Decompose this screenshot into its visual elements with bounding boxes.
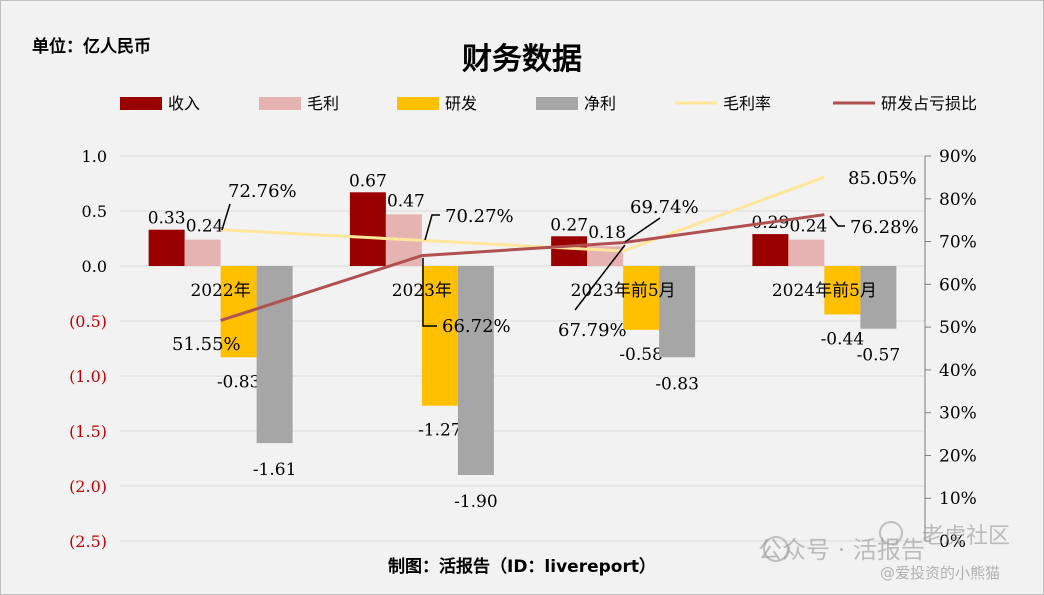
data-label: 0.18 — [588, 223, 626, 243]
line-gross-margin — [220, 175, 825, 253]
data-label: -1.90 — [454, 492, 498, 512]
data-label: 0.47 — [387, 191, 425, 211]
data-label: -1.27 — [418, 421, 462, 441]
legend-swatch — [536, 97, 578, 110]
right-tick-label: 60% — [939, 275, 977, 295]
bar-revenue — [551, 236, 588, 266]
bar-gross-profit — [788, 239, 825, 266]
data-label: 0.24 — [186, 217, 224, 237]
legend-label: 毛利率 — [723, 94, 771, 113]
line-data-label: 51.55% — [172, 334, 241, 355]
line-data-label: 76.28% — [850, 217, 919, 238]
data-label: -0.83 — [655, 374, 699, 394]
category-label: 2024年前5月 — [772, 281, 877, 301]
bar-gross-profit — [184, 239, 221, 266]
bar-net-profit — [860, 266, 897, 329]
right-tick-label: 30% — [939, 404, 977, 424]
line-data-label: 67.79% — [558, 320, 627, 341]
right-tick-label: 20% — [939, 446, 977, 466]
line-data-label: 85.05% — [848, 168, 917, 189]
unit-label: 单位：亿人民币 — [32, 37, 151, 57]
category-label: 2023年前5月 — [571, 281, 676, 301]
left-tick-label: (2.5) — [69, 532, 107, 551]
data-label: -0.57 — [857, 346, 901, 366]
line-data-label: 66.72% — [442, 316, 511, 337]
leader-line — [829, 215, 845, 227]
left-tick-label: (1.0) — [69, 367, 107, 386]
chart-title: 财务数据 — [462, 42, 582, 77]
left-tick-label: (0.5) — [69, 312, 107, 331]
data-label: 0.24 — [789, 217, 827, 237]
bar-rd — [824, 266, 861, 315]
data-label: -1.61 — [253, 460, 297, 480]
tiger-icon — [879, 521, 903, 545]
left-tick-label: 0.5 — [82, 202, 107, 221]
legend-label: 收入 — [168, 94, 200, 113]
right-tick-label: 70% — [939, 233, 977, 253]
leader-line — [424, 214, 440, 241]
right-tick-label: 80% — [939, 190, 977, 210]
left-tick-label: (1.5) — [69, 422, 107, 441]
watermark-side: 老虎社区 — [922, 524, 1011, 549]
line-rd-loss-ratio — [220, 213, 825, 322]
right-tick-label: 50% — [939, 318, 977, 338]
wechat-icon — [763, 536, 789, 562]
legend-swatch — [397, 97, 439, 110]
leader-line — [574, 244, 626, 311]
legend-label: 研发 — [445, 94, 477, 113]
right-tick-label: 0% — [939, 532, 966, 552]
bar-net-profit — [659, 266, 696, 358]
legend-label: 研发占亏损比 — [881, 94, 977, 113]
data-label: -0.44 — [821, 329, 865, 349]
leader-line — [624, 217, 661, 243]
data-label: 0.33 — [148, 209, 186, 229]
leader-line — [422, 258, 437, 327]
bar-revenue — [752, 234, 789, 266]
data-label: -0.58 — [619, 345, 663, 365]
bar-revenue — [148, 229, 185, 266]
line-data-label: 72.76% — [228, 181, 297, 202]
category-label: 2022年 — [190, 281, 250, 301]
category-label: 2023年 — [392, 281, 452, 301]
bar-rd — [421, 266, 458, 406]
data-label: 0.27 — [550, 215, 588, 235]
watermark-sub: @爱投资的小熊猫 — [880, 564, 1001, 582]
data-label: 0.67 — [349, 171, 387, 191]
bar-revenue — [349, 192, 386, 266]
right-tick-label: 40% — [939, 361, 977, 381]
right-tick-label: 90% — [939, 147, 977, 167]
line-data-label: 69.74% — [630, 197, 699, 218]
leader-line — [221, 203, 231, 231]
bar-rd — [623, 266, 660, 330]
line-data-label: 70.27% — [445, 206, 514, 227]
legend-swatch — [259, 97, 301, 110]
left-tick-label: 0.0 — [82, 257, 107, 276]
credit-text: 制图：活报告（ID：livereport） — [388, 557, 656, 577]
bar-net-profit — [256, 266, 293, 444]
legend-label: 净利 — [584, 94, 616, 113]
right-tick-label: 10% — [939, 489, 977, 509]
legend-label: 毛利 — [307, 94, 339, 113]
legend-swatch — [120, 97, 162, 110]
left-tick-label: (2.0) — [69, 477, 107, 496]
watermark-main: 公众号 · 活报告 — [758, 536, 925, 564]
bar-net-profit — [457, 266, 494, 475]
left-tick-label: 1.0 — [82, 147, 107, 166]
data-label: -0.83 — [217, 372, 261, 392]
